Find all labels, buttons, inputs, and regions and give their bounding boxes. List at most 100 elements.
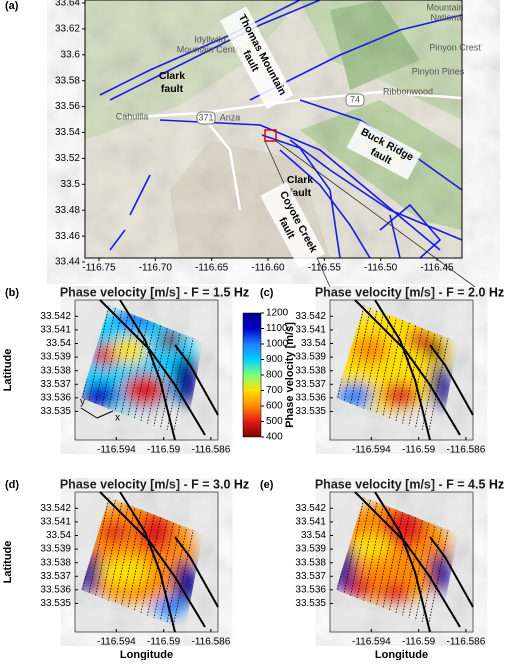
label-box	[219, 6, 294, 110]
station-line	[426, 305, 456, 438]
fault-trace	[374, 299, 431, 441]
x-tick-label: -116.60	[251, 263, 285, 274]
velocity-blob	[112, 336, 148, 364]
colorbar-tick-label: 1100	[266, 323, 288, 334]
plot-frame	[329, 491, 474, 633]
y-tick-label: 33.537	[40, 571, 71, 582]
station-line	[150, 497, 180, 630]
station-line	[412, 305, 442, 438]
y-axis-label: Latitude	[2, 349, 14, 392]
road-shield	[196, 111, 216, 125]
fault-trace	[354, 299, 461, 436]
x-tick-label: -116.59	[402, 445, 436, 456]
y-tick-label: 33.538	[40, 365, 71, 376]
y-tick-label: 33.539	[295, 544, 326, 555]
fault-trace	[99, 491, 206, 628]
station-line	[171, 305, 201, 438]
station-line	[384, 305, 414, 438]
colorbar-scale	[242, 312, 262, 438]
place-name: Pinyon Pines	[412, 66, 465, 76]
y-tick-label: 33.54	[301, 338, 326, 349]
fault-trace	[389, 214, 401, 259]
y-tick-label: 33.58	[55, 75, 80, 86]
place-name: Pinyon Crest	[429, 42, 481, 52]
fault-trace	[129, 174, 151, 216]
fault-trace	[354, 491, 461, 628]
velocity-panels: (b) Phase velocity [m/s] - F = 1.5 Hz-116…	[2, 285, 504, 661]
x-tick-label: -116.59	[402, 637, 436, 648]
x-tick-label: -116.594	[97, 445, 136, 456]
panel-label: (a)	[5, 0, 19, 12]
colorbar-tick-label: 700	[266, 385, 283, 396]
x-tick-label: -116.586	[192, 445, 231, 456]
label-box	[260, 181, 326, 268]
x-tick-label: -116.594	[352, 445, 391, 456]
colorbar-tick-label: 500	[266, 416, 283, 427]
y-tick-label: 33.54	[55, 127, 80, 138]
y-tick-label: 33.538	[40, 557, 71, 568]
station-line	[136, 305, 166, 438]
y-tick-label: 33.535	[295, 406, 326, 417]
fault-trace	[99, 299, 206, 436]
velocity-blob	[430, 363, 450, 407]
place-name: Mountain Center	[177, 44, 244, 54]
y-tick-label: 33.541	[40, 517, 71, 528]
y-tick-label: 33.54	[46, 338, 71, 349]
fault-trace	[174, 344, 219, 416]
y-tick-label: 33.541	[295, 517, 326, 528]
x-tick-label: -116.70	[139, 263, 173, 274]
colorbar-label: Phase velocity [m/s]	[284, 322, 296, 428]
fault-trace	[261, 134, 341, 259]
y-tick-label: 33.62	[55, 24, 80, 35]
station-line	[143, 305, 173, 438]
map-frame	[84, 0, 463, 259]
colorbar-tick-label: 900	[266, 354, 283, 365]
fault-trace	[119, 299, 176, 441]
y-axis-label: Latitude	[2, 541, 14, 584]
y-tick-label: 33.542	[40, 311, 71, 322]
y-tick-label: 33.52	[55, 153, 80, 164]
label-box	[346, 120, 422, 180]
velocity-field	[81, 305, 201, 438]
fault-trace	[289, 139, 463, 241]
fault-name: fault	[161, 83, 184, 95]
x-tick-label: -116.75	[82, 263, 116, 274]
station-line	[426, 497, 456, 630]
velocity-map: -116.594 -116.59 -116.586 33.542 33.541 33.54…	[295, 299, 486, 456]
fault-trace	[429, 536, 474, 608]
panel-label: (c)	[260, 287, 274, 299]
station-line	[150, 305, 180, 438]
x-axis-label: Longitude	[375, 649, 428, 660]
y-tick-label: 33.537	[295, 379, 326, 390]
station-line	[157, 305, 187, 438]
x-axis-label: Longitude	[120, 649, 173, 660]
panel-title: Phase velocity [m/s] - F = 2.0 Hz	[315, 285, 504, 299]
fault-trace	[109, 229, 126, 251]
station-line	[398, 497, 428, 630]
x-tick-label: -116.65	[195, 263, 229, 274]
place-name: Ribbonwood	[383, 86, 433, 96]
x-tick-label: -116.586	[447, 637, 486, 648]
road	[199, 112, 242, 211]
velocity-blob	[382, 383, 418, 407]
place-name: National	[430, 12, 463, 22]
station-line	[405, 497, 435, 630]
y-tick-label: 33.536	[295, 393, 326, 404]
place-name: Mountain	[426, 2, 463, 12]
y-tick-label: 33.535	[295, 598, 326, 609]
station-line	[391, 305, 421, 438]
fault-trace	[109, 0, 321, 101]
x-tick-label: -116.59	[147, 637, 181, 648]
y-tick-label: 33.539	[40, 352, 71, 363]
station-line	[391, 497, 421, 630]
velocity-blob	[100, 557, 150, 587]
velocity-blob	[91, 343, 119, 367]
place-name: Cahuilla	[116, 111, 149, 121]
fault-trace	[279, 149, 371, 259]
y-tick-label: 33.542	[295, 503, 326, 514]
panel-label: (e)	[260, 479, 274, 491]
velocity-map: -116.594 -116.59 -116.586 33.542 33.541 33.54…	[295, 491, 486, 648]
colorbar-tick-label: 600	[266, 401, 283, 412]
station-line	[171, 497, 201, 630]
